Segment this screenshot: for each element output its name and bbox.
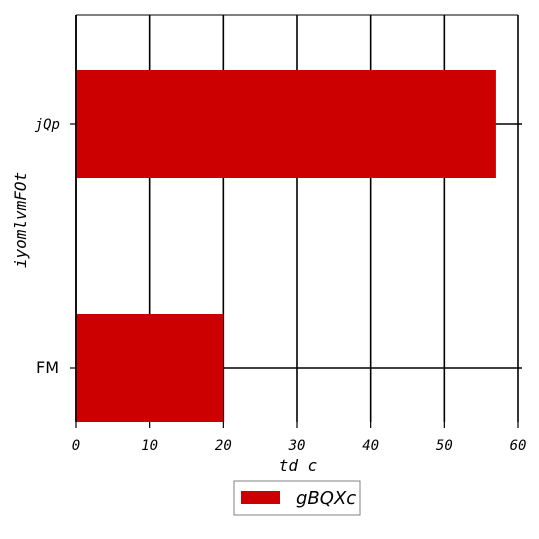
x-tick-label: 30 xyxy=(288,438,306,454)
x-tick-label: 50 xyxy=(436,438,453,454)
x-tick-label: 40 xyxy=(362,438,379,454)
x-tick-label: 60 xyxy=(510,438,527,454)
legend-label: gBQXc xyxy=(296,488,356,509)
x-tick-label: 10 xyxy=(141,438,158,454)
bars xyxy=(76,70,496,422)
bar-fm xyxy=(76,314,224,422)
bar-jqp xyxy=(76,70,496,178)
x-axis-label: td c xyxy=(279,456,318,475)
y-tick-label-fm: FM xyxy=(36,358,59,377)
x-tick-label: 0 xyxy=(72,438,80,454)
x-tick-labels: 0 10 20 30 40 50 60 xyxy=(72,438,527,454)
y-axis-label: iyomlvmFOt xyxy=(11,172,30,268)
axes xyxy=(70,14,519,428)
y-tick-label-jqp: jQp xyxy=(35,117,60,133)
x-tick-label: 20 xyxy=(215,438,232,454)
y-tick-labels: jQp FM xyxy=(35,117,60,377)
legend-swatch xyxy=(241,491,280,504)
legend: gBQXc xyxy=(233,480,361,516)
